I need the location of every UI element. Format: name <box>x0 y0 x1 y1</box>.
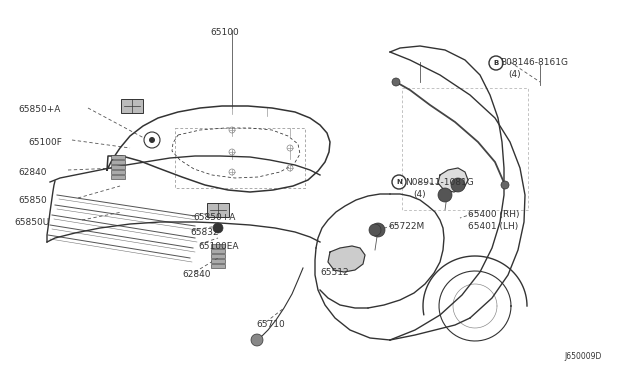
Text: J650009D: J650009D <box>564 352 602 361</box>
Circle shape <box>251 334 263 346</box>
Text: 65850+A: 65850+A <box>193 213 236 222</box>
Bar <box>111 170 125 174</box>
Bar <box>211 254 225 258</box>
Circle shape <box>438 188 452 202</box>
Bar <box>111 175 125 179</box>
Bar <box>211 249 225 253</box>
Bar <box>121 99 143 113</box>
Text: 65710: 65710 <box>256 320 285 329</box>
Text: 65401 (LH): 65401 (LH) <box>468 222 518 231</box>
Text: 62840: 62840 <box>182 270 211 279</box>
Circle shape <box>501 181 509 189</box>
Text: 65400 (RH): 65400 (RH) <box>468 210 520 219</box>
Text: 65100EA: 65100EA <box>198 242 239 251</box>
Text: 62840: 62840 <box>18 168 47 177</box>
Circle shape <box>369 224 381 236</box>
Text: 65100F: 65100F <box>28 138 62 147</box>
Text: 65512: 65512 <box>320 268 349 277</box>
Text: N: N <box>396 179 402 185</box>
Bar <box>211 264 225 268</box>
Text: 65832: 65832 <box>190 228 219 237</box>
Text: 65850+A: 65850+A <box>18 105 60 114</box>
Text: N08911-1081G: N08911-1081G <box>405 178 474 187</box>
Text: (4): (4) <box>508 70 520 79</box>
Circle shape <box>451 178 465 192</box>
Bar <box>111 155 125 159</box>
Circle shape <box>213 223 223 233</box>
Bar <box>211 244 225 248</box>
Circle shape <box>371 223 385 237</box>
Bar <box>211 259 225 263</box>
Bar <box>111 165 125 169</box>
Circle shape <box>149 137 155 143</box>
Text: B08146-8161G: B08146-8161G <box>500 58 568 67</box>
Polygon shape <box>328 246 365 272</box>
Text: 65850U: 65850U <box>14 218 49 227</box>
Text: 65100: 65100 <box>210 28 239 37</box>
Text: 65850: 65850 <box>18 196 47 205</box>
Text: 65722M: 65722M <box>388 222 424 231</box>
Text: (4): (4) <box>413 190 426 199</box>
Text: B: B <box>493 60 499 66</box>
Bar <box>111 160 125 164</box>
Bar <box>207 203 229 217</box>
Polygon shape <box>438 168 468 192</box>
Circle shape <box>392 78 400 86</box>
